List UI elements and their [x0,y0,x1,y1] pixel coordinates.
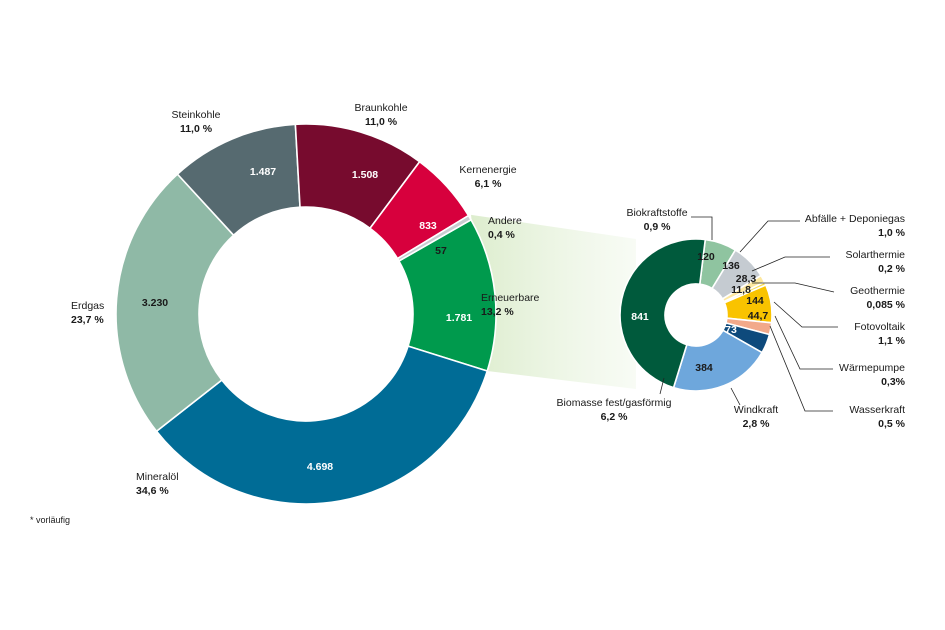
abfaelle-deponiegas-leader-line [739,220,800,253]
erdgas-label: Erdgas [71,300,104,312]
mineraloel-percent-label: 34,6 % [136,485,169,497]
windkraft-value-label: 384 [695,362,713,374]
biomasse-fest-gasfoermig-leader-line [659,377,665,395]
solarthermie-percent-label: 0,2 % [878,263,906,275]
kernenergie-percent-label: 6,1 % [475,178,503,190]
andere-percent-label: 0,4 % [488,229,516,241]
windkraft-label: Windkraft [734,404,778,416]
slice-erdgas-slice [115,172,235,433]
windkraft-percent-label: 2,8 % [743,418,771,430]
fotovoltaik-percent-label: 1,1 % [878,335,906,347]
waermepumpe-value-label: 44,7 [748,310,769,322]
windkraft-leader-line [730,387,741,406]
andere-value-label: 57 [435,245,447,257]
erneuerbare-label: Erneuerbare [481,292,540,304]
mineraloel-label: Mineralöl [136,471,179,483]
kernenergie-value-label: 833 [419,220,437,232]
wasserkraft-percent-label: 0,5 % [878,418,906,430]
sub-slice-biomasse-fest-gasfoermig-slice [619,238,707,389]
geothermie-percent-label: 0,085 % [866,299,905,311]
wasserkraft-label: Wasserkraft [849,404,905,416]
slice-mineraloel-slice [155,345,489,505]
fotovoltaik-leader-line [773,301,838,328]
geothermie-leader-line [752,282,835,293]
renewables-donut [619,238,773,392]
sub-slice-windkraft-slice [672,329,764,392]
zoom-connector-band [471,214,636,389]
footnote: * vorläufig [30,515,70,525]
biomasse-fest-gasfoermig-value-label: 841 [631,311,649,323]
category-labels: Erneuerbare 13,2 % Mineralöl 34,6 % Erdgas 23… [71,102,906,497]
kernenergie-label: Kernenergie [459,164,516,176]
leader-lines [659,216,838,412]
erneuerbare-percent-label: 13,2 % [481,306,514,318]
geothermie-label: Geothermie [850,285,905,297]
geothermie-value-label: 11,8 [731,284,751,296]
biomasse-fest-gasfoermig-percent-label: 6,2 % [601,411,629,423]
abfaelle-deponiegas-label: Abfälle + Deponiegas [805,213,905,225]
waermepumpe-leader-line [774,315,833,370]
solarthermie-label: Solarthermie [845,249,905,261]
biokraftstoffe-leader-line [691,216,713,240]
zoom-connector [471,214,636,389]
steinkohle-percent-label: 11,0 % [180,123,213,135]
steinkohle-value-label: 1.487 [250,166,276,178]
steinkohle-label: Steinkohle [171,109,220,121]
wasserkraft-leader-line [769,325,833,412]
andere-label: Andere [488,215,522,227]
waermepumpe-percent-label: 0,3% [881,376,906,388]
mineraloel-value-label: 4.698 [307,461,333,473]
biokraftstoffe-value-label: 120 [697,251,715,263]
fotovoltaik-value-label: 144 [746,295,764,307]
braunkohle-value-label: 1.508 [352,169,378,181]
braunkohle-label: Braunkohle [354,102,407,114]
fotovoltaik-label: Fotovoltaik [854,321,906,333]
erdgas-percent-label: 23,7 % [71,314,104,326]
braunkohle-percent-label: 11,0 % [365,116,398,128]
solarthermie-leader-line [751,256,830,272]
solarthermie-value-label: 28,3 [736,273,757,285]
abfaelle-deponiegas-value-label: 136 [722,260,740,272]
abfaelle-deponiegas-percent-label: 1,0 % [878,227,906,239]
erdgas-value-label: 3.230 [142,297,168,309]
slice-andere-slice [396,214,473,263]
value-labels: 1.781 4.698 3.230 1.487 1.508 833 57 120 13628,3… [142,166,769,473]
biomasse-fest-gasfoermig-label: Biomasse fest/gasförmig [557,397,672,409]
biokraftstoffe-percent-label: 0,9 % [644,221,672,233]
erneuerbare-value-label: 1.781 [446,312,472,324]
biokraftstoffe-label: Biokraftstoffe [626,207,687,219]
main-donut [115,123,497,505]
waermepumpe-label: Wärmepumpe [839,362,905,374]
wasserkraft-value-label: 73 [725,324,737,336]
